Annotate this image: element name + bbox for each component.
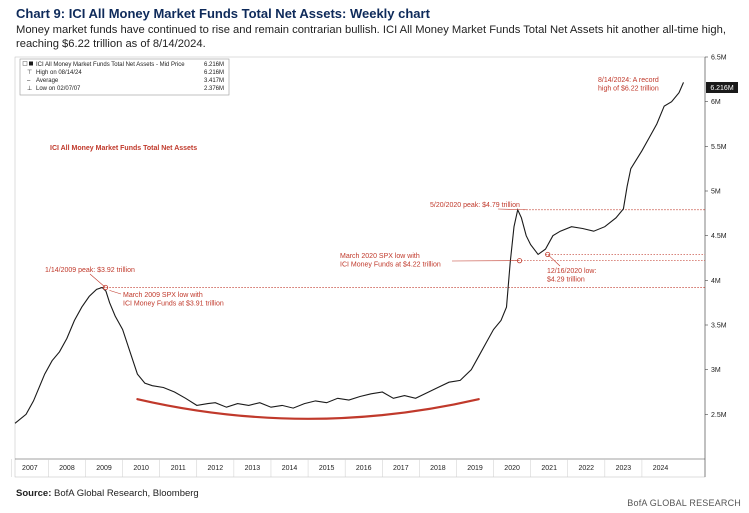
y-tick-label: 4M: [711, 278, 721, 285]
x-tick-label: 2009: [96, 465, 112, 472]
legend-average-label: Average: [36, 78, 59, 84]
chart-title: Chart 9: ICI All Money Market Funds Tota…: [16, 6, 430, 21]
legend-low-icon: ⊥: [27, 85, 32, 92]
x-tick-label: 2010: [133, 465, 149, 472]
source-note: Source: BofA Global Research, Bloomberg: [16, 488, 199, 499]
y-axis-ticks: 2.5M 3M 3.5M 4M 4.5M 5M 5.5M 6M 6.5M: [705, 55, 727, 419]
y-tick-label: 3.5M: [711, 323, 727, 330]
annotation-2009-spx-low: ICI Money Funds at $3.91 trillion: [123, 301, 224, 308]
series-annotation-label: ICI All Money Market Funds Total Net Ass…: [50, 145, 197, 152]
annotation-leader: [109, 290, 122, 295]
x-tick-label: 2019: [467, 465, 483, 472]
annotation-point: [545, 251, 551, 258]
annotations: ICI All Money Market Funds Total Net Ass…: [45, 77, 659, 308]
x-tick-label: 2020: [504, 465, 520, 472]
plot-area: [14, 56, 706, 478]
annotation-leader: [89, 273, 106, 288]
legend-average-value: 3.417M: [204, 78, 224, 84]
annotation-2020-peak: 5/20/2020 peak: $4.79 trillion: [430, 202, 520, 209]
legend-series-swatch: [29, 61, 33, 66]
legend-collapse-icon: [22, 61, 28, 66]
x-tick-label: 2022: [579, 465, 595, 472]
annotation-2020-spx-low: ICI Money Funds at $4.22 trillion: [340, 262, 441, 269]
reference-lines: [100, 209, 705, 288]
annotation-2020-low: 12/16/2020 low:: [547, 268, 596, 275]
annotation-2024-record: 8/14/2024: A record: [598, 77, 659, 84]
last-value-label: 6.216M: [710, 85, 734, 92]
y-tick-label: 6.5M: [711, 55, 727, 62]
y-tick-label: 2.5M: [711, 412, 727, 419]
x-tick-label: 2017: [393, 465, 409, 472]
x-tick-label: 2015: [319, 465, 335, 472]
source-label: Source:: [16, 488, 52, 499]
legend-high-value: 6.216M: [204, 70, 224, 76]
legend-series-value: 6.216M: [204, 62, 224, 68]
legend-average-icon: –: [27, 78, 31, 84]
y-tick-label: 6M: [711, 99, 721, 106]
x-tick-label: 2016: [356, 465, 372, 472]
x-tick-label: 2018: [430, 465, 446, 472]
annotation-2009-spx-low: March 2009 SPX low with: [123, 292, 203, 299]
x-tick-label: 2021: [541, 465, 557, 472]
legend: ICI All Money Market Funds Total Net Ass…: [19, 58, 230, 96]
annotation-2020-spx-low: March 2020 SPX low with: [340, 253, 420, 260]
x-axis-ticks: 2007 2008 2009 2010 2011 2012 2013 2014 2015 2016…: [11, 459, 668, 477]
legend-high-label: High on 08/14/24: [36, 70, 82, 76]
x-tick-label: 2007: [22, 465, 38, 472]
legend-low-label: Low on 02/07/07: [36, 86, 81, 92]
brand-footer: BofA GLOBAL RESEARCH: [627, 498, 741, 508]
chart-subtitle: Money market funds have continued to ris…: [16, 24, 726, 50]
annotation-leader: [547, 254, 561, 267]
trend-arc: [136, 398, 480, 420]
y-tick-label: 5M: [711, 189, 721, 196]
annotation-point: [516, 258, 523, 264]
legend-high-icon: ⊤: [27, 69, 32, 76]
legend-low-value: 2.376M: [204, 86, 224, 92]
source-text: BofA Global Research, Bloomberg: [51, 488, 199, 499]
data-series-line: [14, 82, 685, 424]
legend-series-label: ICI All Money Market Funds Total Net Ass…: [36, 62, 185, 68]
last-value-marker: 6.216M: [706, 82, 738, 93]
x-tick-label: 2013: [245, 465, 261, 472]
y-tick-label: 5.5M: [711, 144, 727, 151]
annotation-point: [102, 284, 109, 291]
annotation-2024-record: high of $6.22 trillion: [598, 86, 659, 93]
trend-arc-group: [136, 398, 480, 420]
x-tick-label: 2011: [171, 465, 186, 472]
x-tick-label: 2014: [282, 465, 298, 472]
annotation-2009-peak: 1/14/2009 peak: $3.92 trillion: [45, 267, 135, 274]
y-tick-label: 4.5M: [711, 233, 727, 240]
y-tick-label: 3M: [711, 367, 721, 374]
x-tick-label: 2012: [208, 465, 224, 472]
annotation-2020-low: $4.29 trillion: [547, 277, 585, 284]
x-tick-label: 2023: [616, 465, 632, 472]
x-tick-label: 2024: [653, 465, 669, 472]
x-tick-label: 2008: [59, 465, 75, 472]
annotation-leader: [497, 208, 527, 211]
